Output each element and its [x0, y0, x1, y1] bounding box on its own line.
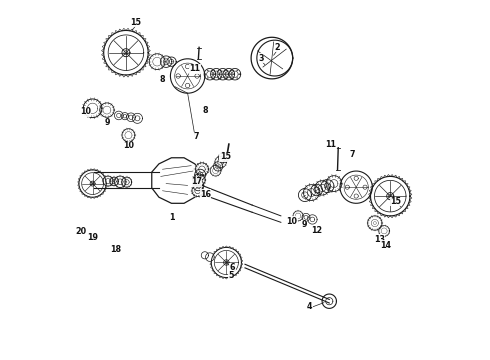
Polygon shape: [115, 111, 123, 120]
Polygon shape: [167, 57, 176, 66]
Polygon shape: [340, 171, 372, 203]
Text: 18: 18: [110, 246, 122, 255]
Polygon shape: [308, 215, 317, 224]
Text: 4: 4: [307, 302, 312, 311]
Polygon shape: [149, 54, 165, 69]
Polygon shape: [293, 211, 303, 221]
Text: 15: 15: [390, 197, 401, 206]
Text: 1: 1: [169, 213, 174, 222]
Text: 14: 14: [380, 241, 392, 250]
Polygon shape: [223, 68, 235, 80]
Polygon shape: [110, 177, 119, 186]
Polygon shape: [132, 113, 143, 123]
Polygon shape: [302, 213, 310, 221]
Polygon shape: [201, 252, 208, 259]
Text: 13: 13: [374, 235, 385, 244]
Polygon shape: [229, 68, 241, 80]
Polygon shape: [326, 176, 342, 192]
Polygon shape: [369, 175, 411, 217]
Polygon shape: [126, 113, 135, 122]
Text: 11: 11: [189, 64, 200, 73]
Text: 19: 19: [87, 233, 98, 242]
Text: 12: 12: [311, 226, 322, 235]
Text: 2: 2: [274, 43, 280, 52]
Polygon shape: [219, 153, 228, 163]
Polygon shape: [368, 216, 382, 230]
Polygon shape: [122, 177, 132, 187]
Text: 9: 9: [301, 220, 307, 229]
Text: 8: 8: [203, 105, 208, 114]
Polygon shape: [204, 68, 216, 80]
Polygon shape: [303, 185, 319, 201]
Polygon shape: [196, 163, 208, 176]
Polygon shape: [322, 294, 337, 309]
Polygon shape: [210, 247, 243, 278]
Text: 7: 7: [194, 132, 199, 141]
Text: 20: 20: [75, 228, 86, 237]
Text: 11: 11: [325, 140, 337, 149]
Polygon shape: [103, 176, 113, 186]
Polygon shape: [193, 174, 205, 186]
Polygon shape: [211, 68, 222, 80]
Text: 16: 16: [200, 190, 211, 199]
Polygon shape: [217, 68, 228, 80]
Text: 3: 3: [258, 54, 264, 63]
Polygon shape: [206, 253, 214, 261]
Polygon shape: [215, 156, 226, 168]
Polygon shape: [214, 162, 223, 171]
Polygon shape: [193, 180, 204, 191]
Polygon shape: [100, 103, 114, 117]
Polygon shape: [311, 184, 322, 196]
Polygon shape: [102, 29, 149, 76]
Text: 10: 10: [286, 217, 297, 226]
Polygon shape: [379, 226, 390, 236]
Polygon shape: [298, 189, 311, 202]
Polygon shape: [210, 165, 221, 176]
Polygon shape: [315, 181, 329, 195]
Polygon shape: [78, 169, 107, 198]
Text: 17: 17: [191, 177, 202, 186]
Text: 7: 7: [350, 150, 355, 159]
Text: 10: 10: [80, 107, 91, 116]
Polygon shape: [195, 169, 205, 180]
Polygon shape: [115, 176, 126, 188]
Polygon shape: [152, 158, 202, 203]
Polygon shape: [257, 40, 293, 76]
Text: 15: 15: [130, 18, 141, 27]
Polygon shape: [122, 113, 128, 120]
Polygon shape: [251, 37, 293, 79]
Polygon shape: [171, 59, 205, 93]
Polygon shape: [83, 99, 102, 118]
Text: 15: 15: [220, 152, 231, 161]
Polygon shape: [160, 56, 172, 67]
Polygon shape: [122, 129, 135, 141]
Text: 6: 6: [230, 264, 235, 273]
Text: 8: 8: [160, 75, 165, 84]
Text: 9: 9: [104, 118, 110, 127]
Polygon shape: [192, 185, 203, 197]
Polygon shape: [321, 180, 334, 193]
Text: 5: 5: [228, 270, 233, 279]
Text: 10: 10: [123, 141, 134, 150]
